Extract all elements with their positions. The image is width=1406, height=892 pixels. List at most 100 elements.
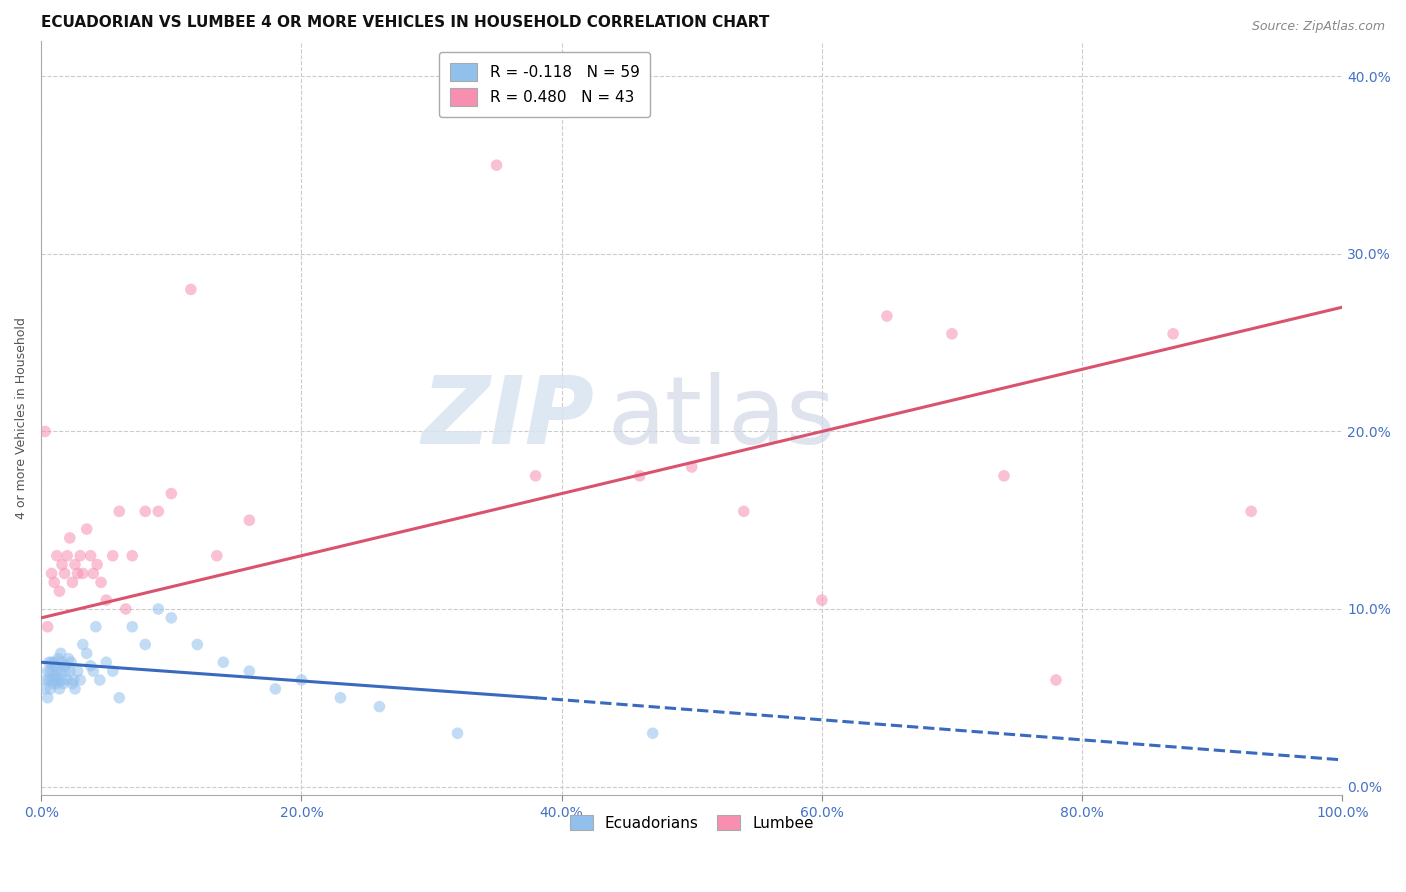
Point xyxy=(60,655,83,669)
Point xyxy=(41,566,63,581)
Point xyxy=(446,726,468,740)
Point xyxy=(205,549,228,563)
Point xyxy=(55,664,77,678)
Point xyxy=(59,664,82,678)
Point xyxy=(62,676,84,690)
Point xyxy=(66,664,89,678)
Point xyxy=(39,664,62,678)
Point xyxy=(641,726,664,740)
Point xyxy=(180,282,202,296)
Point xyxy=(51,558,73,572)
Point xyxy=(46,673,69,687)
Point xyxy=(238,513,260,527)
Point xyxy=(34,425,56,439)
Point xyxy=(84,620,107,634)
Point xyxy=(48,584,70,599)
Point xyxy=(44,575,66,590)
Point xyxy=(212,655,235,669)
Point xyxy=(38,655,60,669)
Point xyxy=(51,655,73,669)
Point xyxy=(1045,673,1067,687)
Point xyxy=(49,664,72,678)
Point xyxy=(72,566,94,581)
Point xyxy=(121,549,143,563)
Point xyxy=(114,602,136,616)
Point xyxy=(37,620,59,634)
Point xyxy=(82,566,104,581)
Point xyxy=(329,690,352,705)
Point xyxy=(993,468,1015,483)
Point xyxy=(368,699,391,714)
Point xyxy=(148,504,170,518)
Point xyxy=(53,566,76,581)
Point xyxy=(121,620,143,634)
Point xyxy=(82,664,104,678)
Text: ZIP: ZIP xyxy=(422,372,595,464)
Point xyxy=(628,468,651,483)
Point xyxy=(681,460,703,475)
Text: ECUADORIAN VS LUMBEE 4 OR MORE VEHICLES IN HOUSEHOLD CORRELATION CHART: ECUADORIAN VS LUMBEE 4 OR MORE VEHICLES … xyxy=(41,15,769,30)
Point xyxy=(53,658,76,673)
Point xyxy=(290,673,312,687)
Point xyxy=(134,638,156,652)
Point xyxy=(101,664,124,678)
Point xyxy=(59,531,82,545)
Point xyxy=(37,690,59,705)
Text: Source: ZipAtlas.com: Source: ZipAtlas.com xyxy=(1251,20,1385,33)
Point xyxy=(62,575,84,590)
Point xyxy=(48,681,70,696)
Point xyxy=(238,664,260,678)
Point xyxy=(63,558,86,572)
Point xyxy=(35,673,58,687)
Point xyxy=(186,638,208,652)
Point xyxy=(44,673,66,687)
Point xyxy=(41,673,63,687)
Point xyxy=(148,602,170,616)
Point xyxy=(41,655,63,669)
Point xyxy=(101,549,124,563)
Point xyxy=(45,664,67,678)
Point xyxy=(63,681,86,696)
Point xyxy=(1161,326,1184,341)
Point xyxy=(876,309,898,323)
Point xyxy=(90,575,112,590)
Point xyxy=(49,646,72,660)
Point xyxy=(86,558,108,572)
Point xyxy=(524,468,547,483)
Point xyxy=(108,504,131,518)
Point xyxy=(46,651,69,665)
Point xyxy=(941,326,963,341)
Text: atlas: atlas xyxy=(607,372,835,464)
Point xyxy=(79,658,101,673)
Point xyxy=(264,681,287,696)
Point xyxy=(62,673,84,687)
Point xyxy=(96,593,118,607)
Point xyxy=(52,676,75,690)
Point xyxy=(69,673,91,687)
Point xyxy=(733,504,755,518)
Point xyxy=(44,669,66,683)
Point xyxy=(1240,504,1263,518)
Point xyxy=(45,676,67,690)
Point xyxy=(44,658,66,673)
Point xyxy=(51,673,73,687)
Point xyxy=(79,549,101,563)
Point xyxy=(44,655,66,669)
Point xyxy=(34,681,56,696)
Point xyxy=(37,664,59,678)
Point xyxy=(66,566,89,581)
Point xyxy=(485,158,508,172)
Point xyxy=(96,655,118,669)
Point xyxy=(108,690,131,705)
Point xyxy=(45,549,67,563)
Point xyxy=(56,673,79,687)
Point xyxy=(39,681,62,696)
Point xyxy=(42,664,65,678)
Point xyxy=(160,611,183,625)
Point xyxy=(811,593,834,607)
Point xyxy=(134,504,156,518)
Point xyxy=(72,638,94,652)
Point xyxy=(42,676,65,690)
Legend: Ecuadorians, Lumbee: Ecuadorians, Lumbee xyxy=(564,808,820,837)
Point xyxy=(38,673,60,687)
